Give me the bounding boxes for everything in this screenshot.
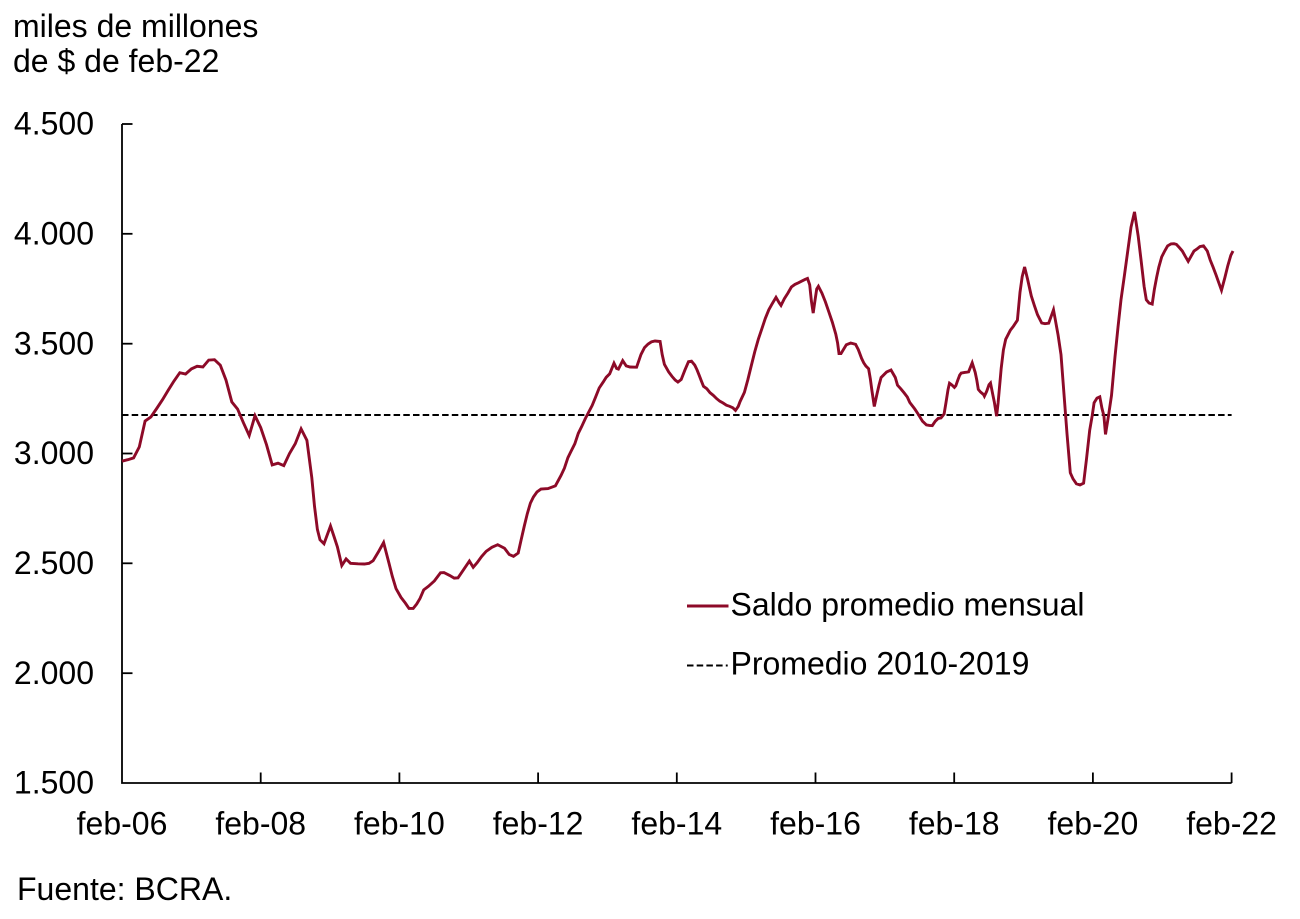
svg-text:4.500: 4.500 [14, 106, 94, 142]
svg-text:Saldo promedio mensual: Saldo promedio mensual [731, 587, 1085, 623]
svg-text:feb-10: feb-10 [354, 806, 445, 842]
svg-text:feb-06: feb-06 [77, 806, 168, 842]
svg-text:2.500: 2.500 [14, 545, 94, 581]
svg-text:Promedio 2010-2019: Promedio 2010-2019 [731, 646, 1030, 682]
svg-text:feb-12: feb-12 [493, 806, 584, 842]
svg-text:feb-22: feb-22 [1186, 806, 1277, 842]
svg-text:3.000: 3.000 [14, 435, 94, 471]
svg-text:Fuente: BCRA.: Fuente: BCRA. [17, 871, 232, 907]
svg-text:de $ de feb-22: de $ de feb-22 [13, 43, 219, 79]
svg-text:feb-18: feb-18 [909, 806, 1000, 842]
svg-text:feb-16: feb-16 [770, 806, 861, 842]
svg-text:feb-14: feb-14 [631, 806, 722, 842]
svg-text:miles de millones: miles de millones [13, 8, 258, 44]
svg-text:1.500: 1.500 [14, 765, 94, 801]
svg-text:2.000: 2.000 [14, 655, 94, 691]
svg-text:feb-08: feb-08 [215, 806, 306, 842]
svg-text:feb-20: feb-20 [1048, 806, 1139, 842]
svg-text:4.000: 4.000 [14, 215, 94, 251]
svg-text:3.500: 3.500 [14, 325, 94, 361]
